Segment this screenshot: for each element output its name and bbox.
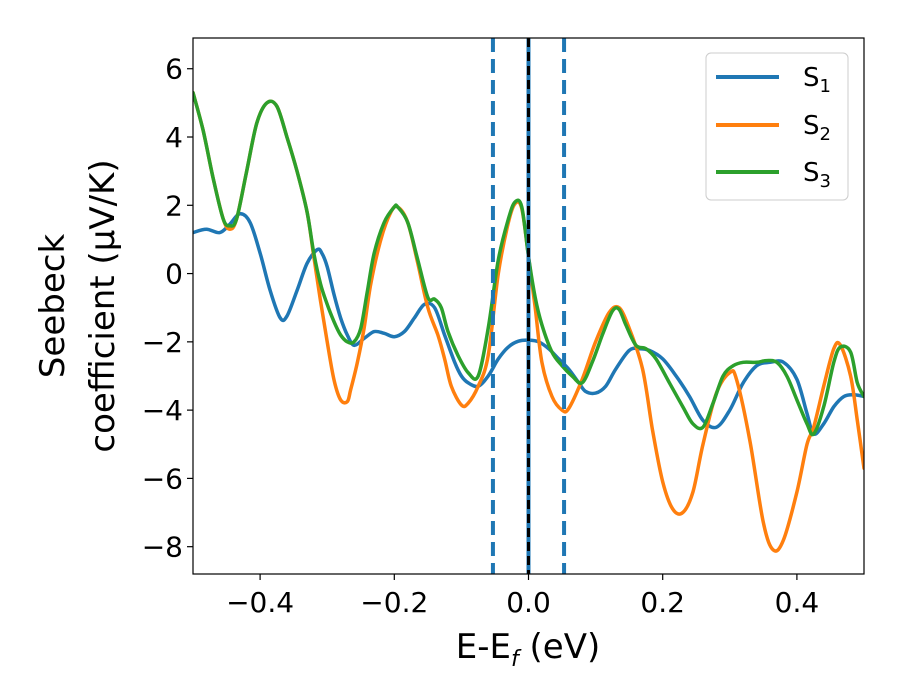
- x-tick-label: 0.4: [775, 586, 820, 619]
- y-tick-label: −6: [142, 462, 183, 495]
- legend: S1 S2 S3: [705, 52, 849, 201]
- legend-label-s3-main: S: [803, 158, 820, 188]
- x-tick-label: −0.2: [360, 586, 428, 619]
- y-tick-label: 6: [165, 53, 183, 86]
- x-axis-title-main: E-E: [456, 627, 511, 667]
- x-axis-title: E-Ef (eV): [456, 627, 601, 672]
- legend-label-s2: S2: [803, 111, 831, 145]
- legend-label-s2-sub: 2: [820, 124, 831, 145]
- y-axis-ticks: −8 −6 −4 −2 0 2 4 6: [142, 53, 193, 564]
- series-line-s1: [193, 212, 864, 436]
- y-tick-label: 2: [165, 189, 183, 222]
- legend-label-s1-sub: 1: [820, 76, 831, 97]
- y-tick-label: 0: [165, 258, 183, 291]
- y-tick-label: −8: [142, 531, 183, 564]
- legend-label-s2-main: S: [803, 111, 820, 141]
- x-axis-title-suffix: (eV): [519, 627, 601, 667]
- x-axis-ticks: −0.4 −0.2 0.0 0.2 0.4: [226, 574, 819, 619]
- legend-label-s3: S3: [803, 158, 831, 192]
- legend-label-s3-sub: 3: [820, 171, 831, 192]
- series-line-s3: [193, 90, 864, 437]
- x-tick-label: −0.4: [226, 586, 294, 619]
- x-tick-label: 0.0: [506, 586, 551, 619]
- series-layer: [193, 90, 864, 553]
- y-tick-label: −2: [142, 326, 183, 359]
- y-axis-title-line2: coefficient (μV/K): [83, 159, 123, 452]
- legend-label-s1: S1: [803, 63, 831, 97]
- y-axis-title-line1: Seebeck: [33, 234, 73, 379]
- y-tick-label: 4: [165, 121, 183, 154]
- x-tick-label: 0.2: [640, 586, 685, 619]
- x-axis-title-sub: f: [511, 647, 522, 672]
- legend-label-s1-main: S: [803, 63, 820, 93]
- y-tick-label: −4: [142, 394, 183, 427]
- vline-layer: [490, 38, 567, 574]
